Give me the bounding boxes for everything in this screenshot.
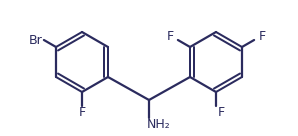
Text: F: F — [78, 106, 86, 120]
Text: NH₂: NH₂ — [147, 118, 171, 132]
Text: F: F — [166, 30, 173, 42]
Text: F: F — [259, 30, 266, 42]
Text: F: F — [218, 106, 225, 120]
Text: Br: Br — [29, 33, 43, 47]
